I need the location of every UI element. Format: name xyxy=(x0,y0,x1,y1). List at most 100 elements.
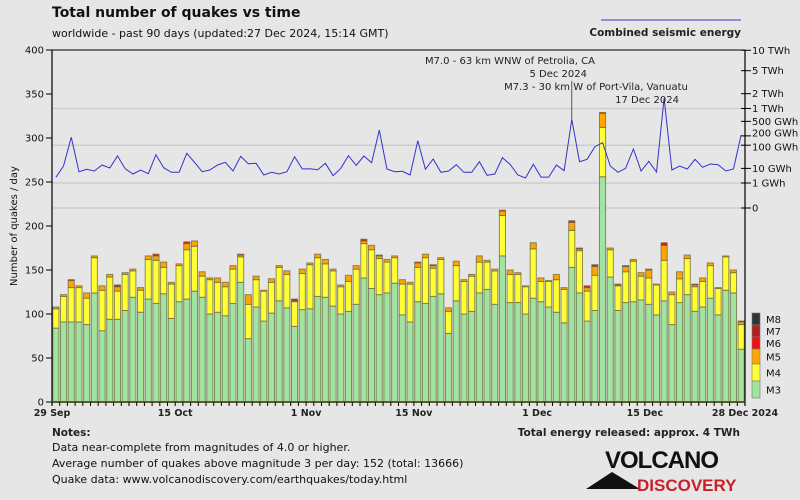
bar-segment-m5 xyxy=(90,255,98,259)
bar-segment-m4 xyxy=(291,301,299,327)
bar-segment-m4 xyxy=(452,265,460,302)
bar-segment-m4 xyxy=(183,249,191,300)
bar-dec-14 xyxy=(637,272,645,403)
bar-nov-12 xyxy=(391,255,399,403)
bar-segment-m4 xyxy=(229,268,237,304)
bar-segment-m5 xyxy=(414,262,422,268)
notes-heading: Notes: xyxy=(52,427,91,439)
bar-oct-21 xyxy=(221,281,229,403)
bar-segment-m4 xyxy=(498,214,506,257)
bar-segment-m4 xyxy=(267,281,275,314)
bar-dec-24 xyxy=(714,287,722,403)
bar-segment-m5 xyxy=(676,271,684,280)
bar-segment-m3 xyxy=(568,266,576,403)
bar-segment-m3 xyxy=(160,293,168,403)
bar-segment-m4 xyxy=(406,283,414,323)
x-tick-label: 29 Sep xyxy=(34,408,71,419)
bar-nov-4 xyxy=(329,268,337,403)
bar-segment-m3 xyxy=(391,282,399,403)
bar-segment-m6 xyxy=(414,261,422,264)
bar-segment-m4 xyxy=(206,279,214,315)
bar-oct-12 xyxy=(152,253,160,403)
bar-segment-m5 xyxy=(645,269,653,279)
bar-segment-m6 xyxy=(360,238,368,242)
bar-segment-m4 xyxy=(260,290,268,322)
bar-segment-m4 xyxy=(167,283,175,319)
bar-oct-29 xyxy=(283,270,291,403)
bar-oct-25 xyxy=(252,275,260,403)
bar-segment-m3 xyxy=(398,314,406,403)
bar-segment-m3 xyxy=(468,310,476,403)
bar-oct-5 xyxy=(98,285,106,403)
x-tick-label: 1 Nov xyxy=(291,408,322,419)
bar-dec-15 xyxy=(645,268,653,403)
bar-segment-m4 xyxy=(599,126,607,178)
x-tick-label: 15 Oct xyxy=(158,408,193,419)
legend-swatch-m7 xyxy=(751,324,761,338)
bar-segment-m3 xyxy=(460,313,468,403)
y-axis-label: Number of quakes / day xyxy=(9,166,20,286)
volcano-discovery-logo[interactable]: VOLCANO DISCOVERY xyxy=(586,447,737,495)
bar-segment-m4 xyxy=(314,257,322,297)
bar-segment-m4 xyxy=(375,258,383,296)
bar-segment-m3 xyxy=(421,302,429,403)
bar-segment-m3 xyxy=(552,311,560,403)
bar-segment-m4 xyxy=(622,271,630,304)
y-tick-label: 100 xyxy=(25,310,44,321)
bar-segment-m3 xyxy=(60,321,68,403)
bar-segment-m3 xyxy=(267,312,275,403)
bar-nov-2 xyxy=(314,253,322,403)
bar-dec-22 xyxy=(699,277,707,403)
bar-segment-m6 xyxy=(291,298,299,302)
bar-nov-19 xyxy=(445,307,453,403)
bar-segment-m3 xyxy=(668,324,676,403)
bar-segment-m3 xyxy=(183,298,191,403)
bar-segment-m4 xyxy=(506,273,514,304)
bar-dec-3 xyxy=(552,273,560,403)
bar-segment-m5 xyxy=(260,289,268,292)
bar-segment-m5 xyxy=(722,255,730,258)
energy-tick-label: 0 xyxy=(752,204,758,215)
bar-segment-m6 xyxy=(113,284,122,288)
bar-dec-13 xyxy=(629,258,637,403)
bar-dec-19 xyxy=(676,271,684,403)
bar-segment-m4 xyxy=(398,283,406,316)
bar-segment-m3 xyxy=(445,332,453,403)
legend-label-m4: M4 xyxy=(766,369,781,380)
energy-tick-label: 200 GWh xyxy=(752,128,798,139)
bar-dec-25 xyxy=(722,255,730,403)
bar-segment-m4 xyxy=(152,259,160,304)
bar-segment-m5 xyxy=(83,292,91,299)
bar-oct-14 xyxy=(167,281,175,403)
bar-segment-m5 xyxy=(67,280,75,289)
bar-segment-m3 xyxy=(337,313,345,403)
bar-segment-m5 xyxy=(714,287,722,289)
bar-segment-m3 xyxy=(560,322,568,403)
bar-oct-19 xyxy=(206,277,214,403)
bar-segment-m3 xyxy=(198,296,206,403)
bar-nov-1 xyxy=(306,262,314,403)
bar-segment-m3 xyxy=(90,292,98,403)
legend-swatch-m3 xyxy=(751,380,761,399)
bar-oct-16 xyxy=(183,241,191,403)
bar-segment-m4 xyxy=(660,259,668,302)
bar-segment-m4 xyxy=(221,286,229,317)
bar-segment-m5 xyxy=(606,247,614,251)
bar-oct-7 xyxy=(113,284,122,403)
bar-segment-m5 xyxy=(583,287,591,292)
bar-segment-m5 xyxy=(298,268,306,275)
bar-oct-2 xyxy=(75,285,83,403)
bar-segment-m4 xyxy=(676,278,684,304)
bar-segment-m3 xyxy=(129,296,137,403)
bar-segment-m3 xyxy=(498,255,506,403)
bar-segment-m4 xyxy=(106,276,114,320)
bar-segment-m4 xyxy=(560,288,568,324)
bar-segment-m5 xyxy=(267,278,275,283)
bar-segment-m4 xyxy=(575,250,584,294)
bar-segment-m3 xyxy=(606,276,614,403)
bar-oct-22 xyxy=(229,265,237,403)
bar-segment-m5 xyxy=(629,258,637,262)
bar-segment-m5 xyxy=(306,262,314,266)
bar-segment-m6 xyxy=(614,283,622,286)
